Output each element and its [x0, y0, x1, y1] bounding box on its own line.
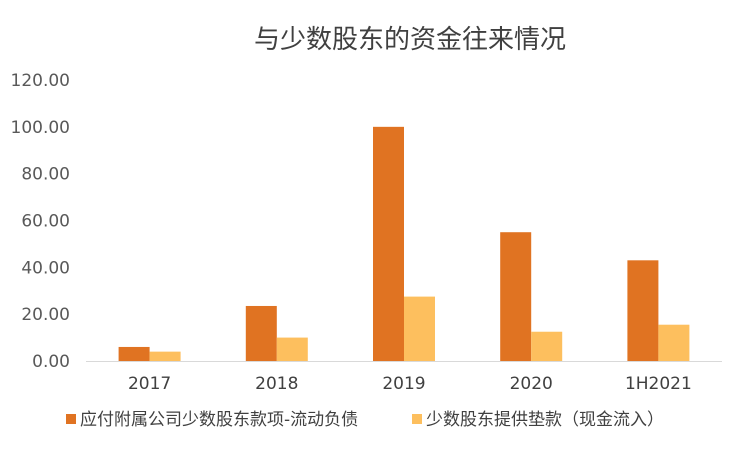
- x-tick-label: 2018: [255, 374, 298, 394]
- legend-swatch: [412, 414, 422, 424]
- bar-payable-2019: [373, 126, 404, 361]
- bar-advance-1H2021: [658, 324, 690, 361]
- y-tick-label: 0.00: [32, 352, 70, 372]
- y-tick-label: 60.00: [21, 212, 70, 232]
- bar-advance-2017: [149, 351, 181, 361]
- bar-payable-2017: [118, 346, 150, 361]
- bar-advance-2020: [531, 331, 563, 361]
- y-tick-label: 120.00: [11, 71, 70, 91]
- legend-label: 应付附属公司少数股东款项-流动负债: [80, 410, 358, 430]
- bar-payable-1H2021: [627, 260, 659, 361]
- legend: 应付附属公司少数股东款项-流动负债 少数股东提供垫款（现金流入）: [66, 410, 664, 430]
- x-tick-label: 2019: [382, 374, 425, 394]
- x-axis: 2017 2018 2019 2020 1H2021: [128, 374, 692, 394]
- y-tick-label: 20.00: [21, 305, 70, 325]
- y-axis: 0.00 20.00 40.00 60.00 80.00 100.00 120.00: [11, 71, 70, 372]
- y-tick-label: 40.00: [21, 258, 70, 278]
- bar-payable-2020: [500, 232, 532, 361]
- chart-title: 与少数股东的资金往来情况: [254, 25, 566, 55]
- bar-advance-2018: [276, 337, 308, 361]
- legend-label: 少数股东提供垫款（现金流入）: [426, 410, 664, 430]
- bar-payable-2018: [245, 305, 277, 361]
- bars: [118, 126, 690, 361]
- x-tick-label: 1H2021: [625, 374, 692, 394]
- legend-swatch: [66, 414, 76, 424]
- y-tick-label: 100.00: [11, 118, 70, 138]
- x-tick-label: 2020: [510, 374, 553, 394]
- y-tick-label: 80.00: [21, 165, 70, 185]
- x-tick-label: 2017: [128, 374, 171, 394]
- bar-advance-2019: [404, 296, 435, 361]
